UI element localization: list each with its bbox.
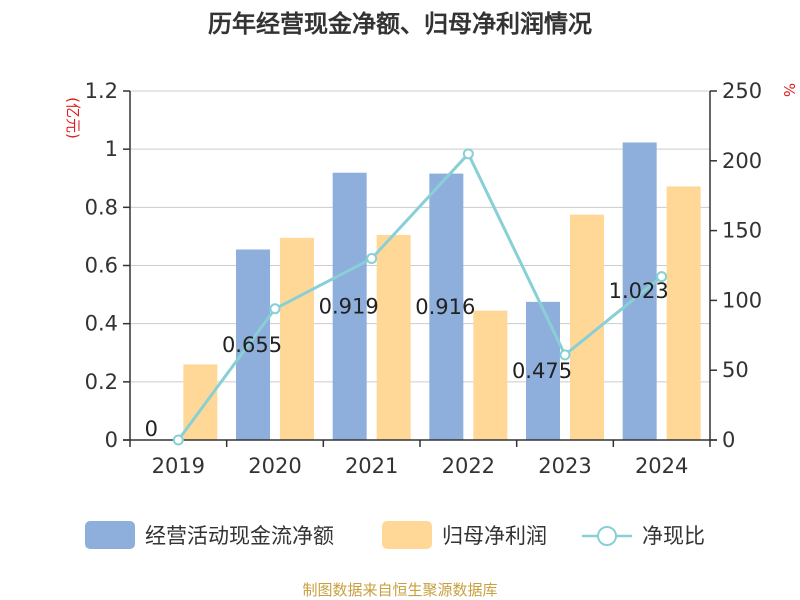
bar-operating-cash-2021 [332, 172, 367, 440]
bar-net-profit-2021 [376, 234, 411, 440]
right-tick-label: 0 [722, 428, 735, 452]
ratio-point-2022 [462, 148, 474, 160]
left-tick-label: 0.8 [85, 195, 118, 219]
right-tick-label: 250 [722, 79, 762, 103]
legend-label-net-profit: 归母净利润 [442, 524, 547, 548]
legend-swatch-net-profit [382, 521, 432, 549]
left-tick-label: 0.6 [85, 254, 118, 278]
ratio-point-2024 [656, 271, 668, 283]
source-note: 制图数据来自恒生聚源数据库 [302, 581, 497, 599]
bar-net-profit-2020 [280, 237, 314, 440]
grid [130, 90, 710, 383]
right-tick-label: 50 [722, 358, 749, 382]
ratio-line-group [172, 148, 668, 446]
x-tick-label: 2019 [152, 454, 205, 478]
ratio-point-2021 [366, 253, 378, 265]
bar-operating-cash-2023 [526, 301, 560, 440]
axes: 0 0.2 0.4 0.6 0.8 1 1.2 0 50 100 150 200 250 2019 2020… [85, 79, 763, 478]
left-tick-label: 0.4 [85, 312, 118, 336]
data-label-operating-cash-2024: 1.023 [609, 279, 669, 303]
right-tick-label: 200 [722, 149, 762, 173]
left-tick-label: 1 [105, 137, 118, 161]
bars [183, 142, 701, 441]
x-tick-label: 2021 [345, 454, 398, 478]
data-label-operating-cash-2019: 0 [145, 417, 158, 441]
legend-swatch-operating-cash [85, 521, 135, 549]
x-tick-label: 2020 [248, 454, 301, 478]
data-label-operating-cash-2023: 0.475 [512, 359, 572, 383]
ratio-line [177, 151, 663, 441]
left-tick-label: 0.2 [85, 370, 118, 394]
x-tick-label: 2022 [442, 454, 495, 478]
chart-title: 历年经营现金净额、归母净利润情况 [208, 10, 592, 38]
data-labels: 0 0.655 0.919 0.916 0.475 1.023 [145, 279, 669, 441]
bar-net-profit-2024 [666, 186, 701, 440]
left-axis-unit: (亿元) [64, 97, 82, 139]
left-tick-label: 0 [105, 428, 118, 452]
data-label-operating-cash-2022: 0.916 [415, 295, 475, 319]
ratio-point-2019 [172, 434, 184, 446]
x-tick-label: 2023 [538, 454, 591, 478]
legend-label-operating-cash: 经营活动现金流净额 [145, 524, 334, 548]
legend: 经营活动现金流净额 归母净利润 净现比 [85, 521, 705, 549]
left-tick-label: 1.2 [85, 79, 118, 103]
bar-operating-cash-2022 [429, 173, 464, 440]
data-label-operating-cash-2021: 0.919 [319, 294, 379, 318]
legend-marker-ratio [597, 526, 617, 546]
right-tick-label: 100 [722, 288, 762, 312]
right-tick-label: 150 [722, 219, 762, 243]
x-tick-label: 2024 [635, 454, 688, 478]
bar-operating-cash-2020 [236, 249, 270, 440]
bar-net-profit-2022 [473, 310, 508, 440]
data-label-operating-cash-2020: 0.655 [222, 333, 282, 357]
bar-operating-cash-2024 [622, 142, 657, 441]
ratio-point-2020 [269, 303, 281, 315]
legend-label-ratio: 净现比 [642, 524, 705, 548]
ratio-point-2023 [559, 349, 571, 361]
right-axis-unit: % [780, 83, 798, 97]
